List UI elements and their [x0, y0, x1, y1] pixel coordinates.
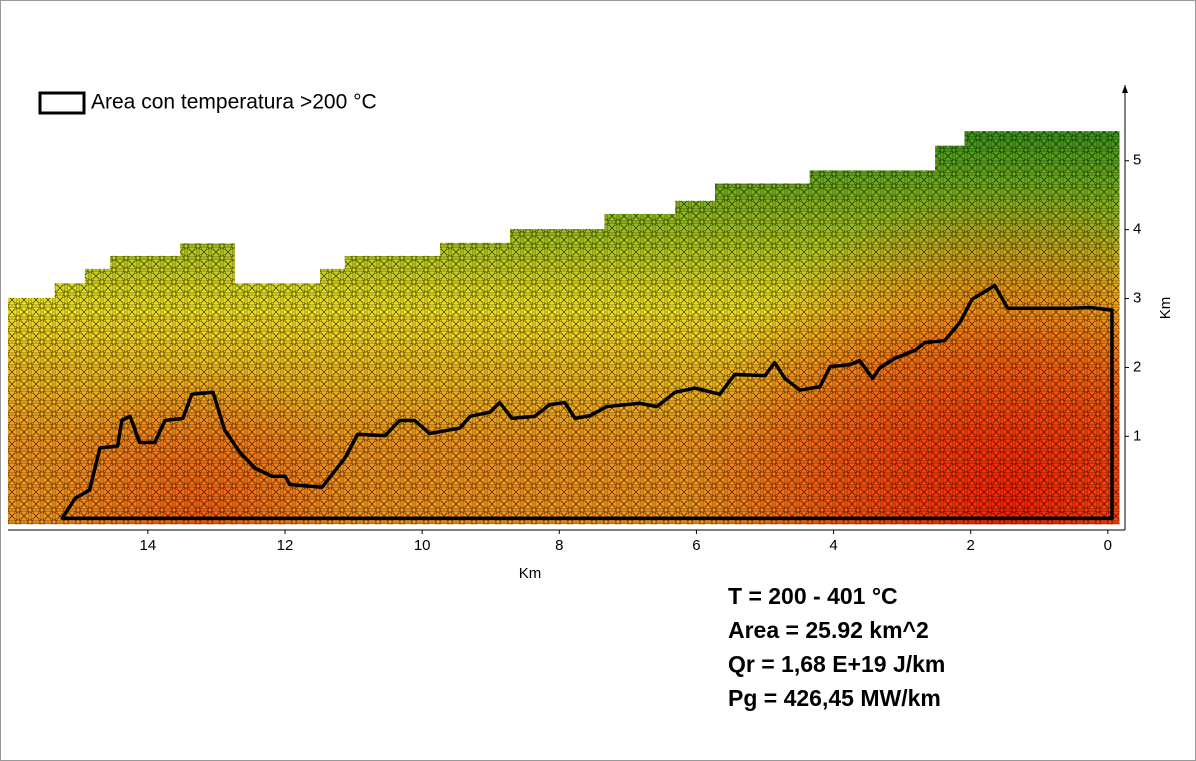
- x-tick-label: 10: [414, 537, 431, 554]
- y-tick-label: 4: [1133, 221, 1141, 238]
- legend-label: Area con temperatura >200 °C: [91, 91, 377, 114]
- annotation: Qr = 1,68 E+19 J/km: [728, 651, 945, 677]
- annotation: Pg = 426,45 MW/km: [728, 685, 941, 711]
- y-tick-label: 2: [1133, 358, 1141, 375]
- x-axis-label: Km: [519, 565, 542, 582]
- y-tick-label: 1: [1133, 427, 1141, 444]
- x-tick-label: 6: [692, 537, 700, 554]
- annotation: Area = 25.92 km^2: [728, 617, 929, 643]
- y-axis-label: Km: [1157, 297, 1174, 320]
- chart: Area con temperatura >200 °C Km Km T = 2…: [0, 0, 1196, 761]
- x-tick-label: 8: [555, 537, 563, 554]
- y-tick-label: 3: [1133, 290, 1141, 307]
- annotation: T = 200 - 401 °C: [728, 583, 898, 609]
- x-tick-label: 0: [1104, 537, 1112, 554]
- y-tick-label: 5: [1133, 152, 1141, 169]
- x-tick-label: 14: [140, 537, 157, 554]
- x-tick-label: 12: [277, 537, 294, 554]
- x-tick-label: 2: [967, 537, 975, 554]
- x-tick-label: 4: [829, 537, 837, 554]
